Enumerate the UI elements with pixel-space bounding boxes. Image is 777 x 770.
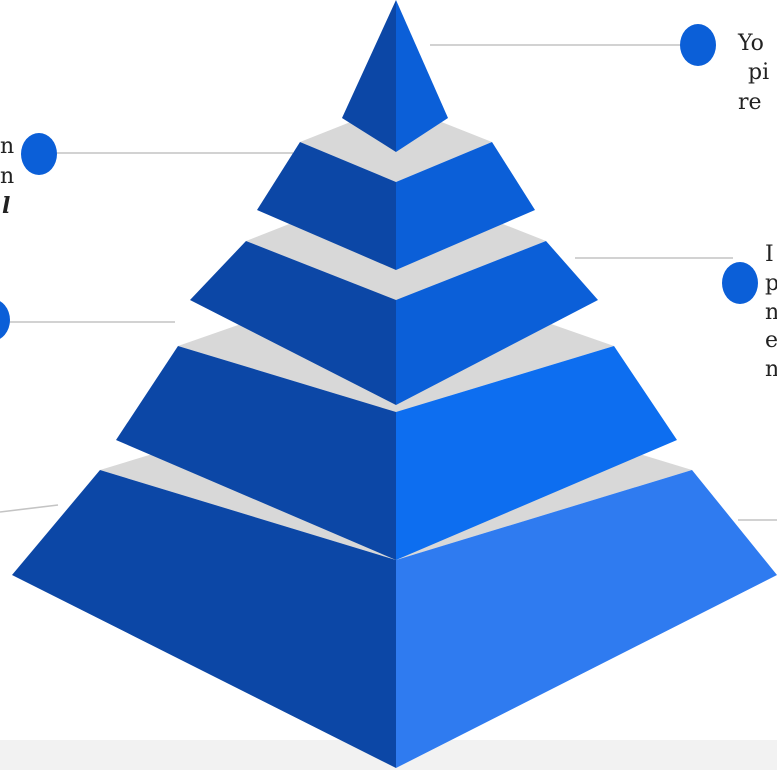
tier-3-right-face [396,241,598,405]
callout-middle-right-line1: I [765,242,774,267]
tier-apex-right-face [396,0,448,152]
connector-bottom-left [0,504,59,513]
tier-4-left-face [116,346,396,560]
callout-markers [0,24,758,339]
tier-2-right-face [396,142,535,270]
tier-4-right-face [396,346,677,560]
callout-middle-right-line3: n [765,300,777,325]
tier-apex-left-face [342,0,396,152]
tier-base-right-face [396,470,777,768]
tier-3-left-face [190,241,396,405]
callout-upper-left-line2: n [0,164,15,189]
tier-apex [342,0,448,152]
marker-middle-right [722,262,758,304]
callout-top-right-line3: re [738,90,762,115]
tier-2-left-face [257,142,396,270]
callout-upper-left-line3: l [2,193,11,219]
callout-top-right-line2: pi [748,60,770,85]
marker-upper-left [21,133,57,175]
marker-top-right [680,24,716,66]
marker-middle-left [0,301,10,339]
callout-middle-right-line2: p [765,271,777,296]
tier-base-left-face [12,470,396,768]
callout-upper-left-line1: n [0,134,15,159]
callout-middle-right-line5: n [765,357,777,382]
callout-top-right-line1: Yo [738,31,764,56]
connector-lines [0,44,777,521]
callout-middle-right-line4: e [765,328,777,353]
